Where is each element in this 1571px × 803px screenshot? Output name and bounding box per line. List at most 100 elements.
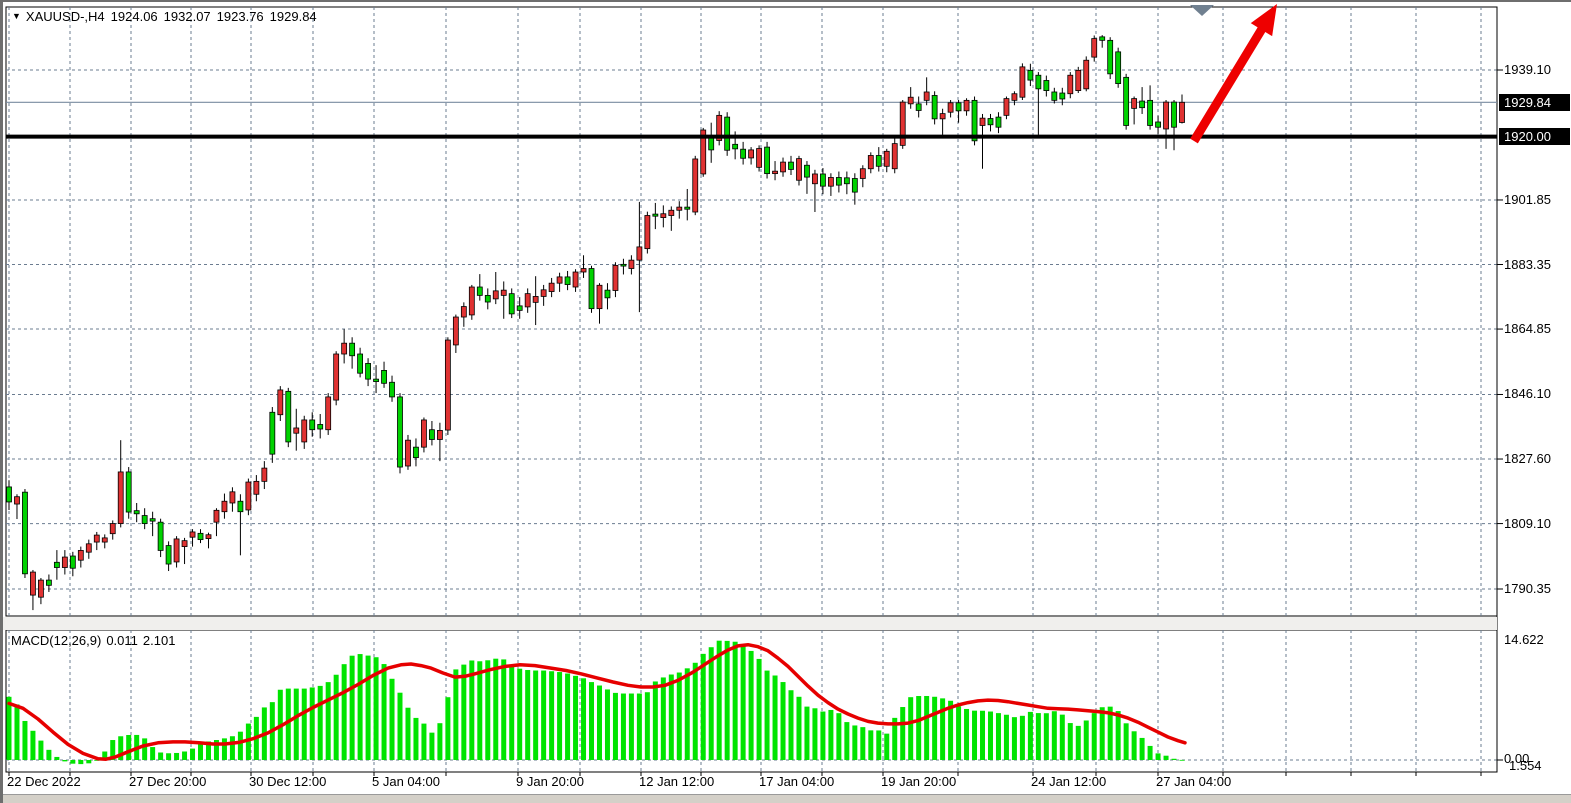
macd-histogram-bar [980, 710, 986, 760]
candle-body [421, 419, 427, 448]
macd-histogram-bar [205, 741, 211, 760]
candle-body [133, 510, 140, 515]
macd-histogram-bar [995, 713, 1001, 760]
candle-body [668, 209, 675, 216]
macd-histogram-bar [126, 735, 132, 760]
candle-body [979, 117, 986, 126]
macd-histogram-bar [828, 709, 834, 760]
candle-body [317, 424, 324, 430]
macd-histogram-bar [780, 682, 786, 760]
macd-histogram-bar [94, 760, 100, 761]
macd-histogram-bar [517, 668, 523, 760]
candle-body [1099, 36, 1106, 41]
macd-histogram-bar [110, 740, 116, 760]
candle-body [796, 158, 802, 181]
macd-histogram-bar [445, 697, 451, 760]
candle-body [341, 342, 348, 355]
symbol-period-label: XAUUSD-,H4 [25, 9, 105, 24]
macd-histogram-bar [716, 640, 722, 760]
candle-body [1003, 98, 1010, 116]
candle-body [756, 148, 762, 168]
macd-histogram-bar [461, 664, 467, 760]
macd-histogram-bar [581, 678, 587, 760]
macd-histogram-bar [604, 689, 610, 760]
macd-histogram-bar [932, 696, 938, 760]
macd-histogram-bar [836, 713, 842, 760]
macd-histogram-bar [1139, 737, 1145, 760]
candle-body [524, 293, 531, 308]
candle-body [213, 509, 220, 523]
candle-body [740, 148, 747, 159]
macd-histogram-bar [166, 753, 172, 760]
candle-body [1163, 101, 1169, 130]
macd-histogram-bar [174, 752, 180, 760]
candle-body [1131, 98, 1138, 109]
candle-body [117, 471, 124, 524]
macd-histogram-bar [652, 681, 658, 760]
candle-body [732, 143, 739, 150]
candle-body [636, 246, 643, 261]
candle-body [859, 168, 866, 179]
macd-histogram-bar [357, 654, 363, 760]
candle-body [1059, 92, 1066, 100]
trend-arrow-shaft[interactable] [1190, 22, 1269, 144]
macd-histogram-bar [397, 692, 403, 760]
candle-body [413, 446, 419, 459]
macd-histogram-bar [844, 722, 850, 760]
main-chart-pane[interactable] [5, 6, 1498, 617]
candle-body [349, 342, 356, 357]
bid-price-badge: 1929.84 [1499, 94, 1570, 111]
macd-histogram-bar [740, 644, 746, 760]
macd-name: MACD(12,26,9) [11, 633, 102, 648]
candle-body [580, 268, 587, 273]
macd-axis-max-label: 14.622 [1504, 632, 1544, 647]
macd-histogram-bar [860, 727, 866, 760]
candle-body [45, 579, 52, 586]
macd-histogram-bar [118, 736, 124, 760]
candle-body [333, 353, 340, 401]
candle-body [141, 515, 148, 524]
macd-histogram-bar [708, 647, 714, 760]
macd-histogram-bar [804, 706, 810, 760]
candle-body [907, 96, 914, 105]
candle-body [229, 491, 236, 504]
candle-body [468, 286, 475, 316]
macd-histogram-bar [1011, 717, 1017, 760]
candle-body [820, 173, 826, 187]
candle-body [205, 534, 212, 539]
macd-histogram-bar [1171, 758, 1177, 760]
macd-histogram-bar [1099, 707, 1105, 760]
macd-histogram-bar [150, 747, 156, 760]
candle-body [1027, 69, 1034, 81]
candle-body [931, 95, 938, 120]
macd-histogram-bar [1123, 723, 1129, 760]
macd-histogram-bar [900, 707, 906, 760]
pane-separator[interactable] [3, 617, 1497, 630]
candle-body [556, 276, 563, 284]
candle-body [381, 370, 387, 384]
macd-histogram-bar [549, 671, 555, 760]
candle-body [1075, 69, 1082, 91]
macd-histogram-bar [54, 756, 60, 760]
candle-body [1139, 100, 1146, 109]
macd-histogram-bar [676, 672, 682, 760]
candles-layer [6, 35, 1185, 611]
candle-body [508, 293, 515, 315]
symbol-dropdown-icon[interactable]: ▼ [12, 11, 21, 21]
macd-indicator-label: MACD(12,26,9) 0.011 2.101 [11, 633, 180, 648]
chart-header: ▼ XAUUSD-,H4 1924.06 1932.07 1923.76 1929.84 [12, 9, 317, 24]
chart-canvas[interactable] [3, 2, 1571, 803]
macd-histogram-bar [373, 657, 379, 760]
trend-arrow-head[interactable] [1250, 4, 1277, 37]
candle-body [197, 532, 204, 541]
macd-histogram-bar [589, 682, 595, 760]
chart-shift-marker-icon[interactable] [1190, 5, 1214, 16]
macd-signal-value: 2.101 [142, 633, 176, 648]
macd-histogram-bar [38, 740, 44, 760]
macd-histogram-bar [413, 717, 419, 760]
candle-body [1147, 99, 1153, 126]
macd-axis-zero-label: 0.00 [1504, 751, 1530, 766]
candle-body [125, 471, 132, 513]
macd-histogram-bar [924, 695, 930, 760]
macd-histogram-bar [493, 658, 499, 760]
